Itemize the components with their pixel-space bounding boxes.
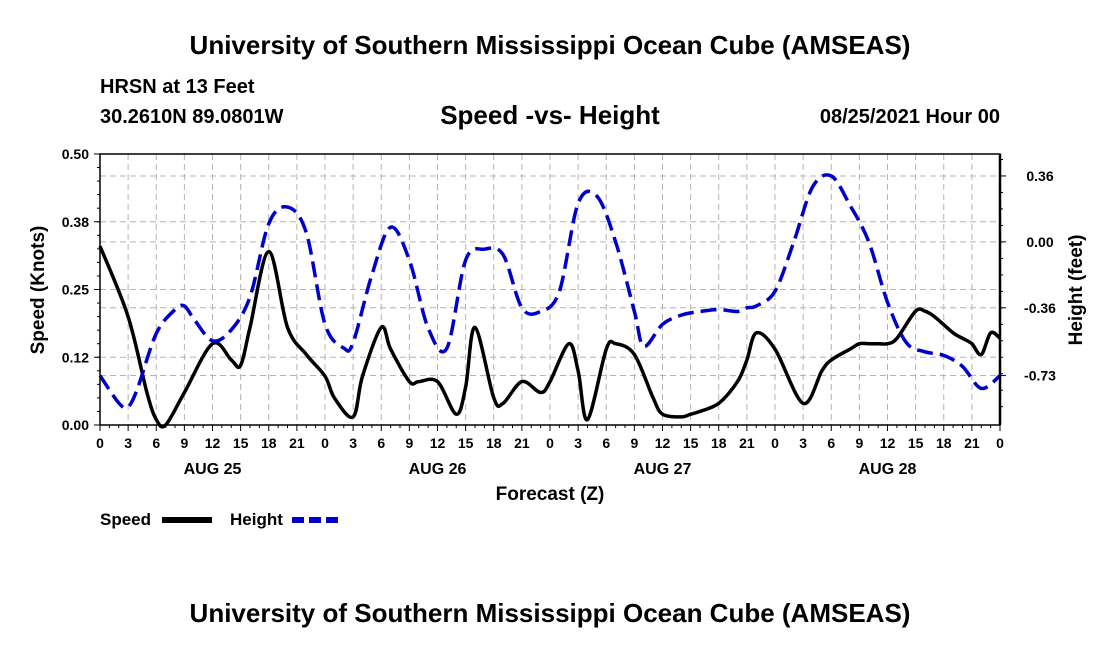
- y-tick-label: 0.25: [62, 282, 89, 298]
- x-tick-label: 3: [799, 435, 807, 451]
- page-title-top: University of Southern Mississippi Ocean…: [189, 30, 911, 60]
- x-tick-label: 15: [908, 435, 924, 451]
- legend-height-label: Height: [230, 510, 283, 529]
- x-tick-label: 9: [405, 435, 413, 451]
- x-tick-label: 12: [430, 435, 446, 451]
- x-tick-label: 0: [546, 435, 554, 451]
- y2-tick-label: -0.36: [1024, 300, 1056, 316]
- y-tick-label: 0.50: [62, 146, 89, 162]
- x-tick-label: 15: [233, 435, 249, 451]
- x-tick-label: 3: [349, 435, 357, 451]
- x-tick-label: 18: [711, 435, 727, 451]
- run-time: 08/25/2021 Hour 00: [819, 106, 1000, 128]
- page-title-bottom: University of Southern Mississippi Ocean…: [189, 598, 911, 628]
- day-label: AUG 27: [634, 461, 692, 478]
- day-label: AUG 26: [409, 461, 467, 478]
- y2-tick-label: 0.00: [1026, 234, 1053, 250]
- height-series-line: [98, 173, 1002, 410]
- chart-title: Speed -vs- Height: [440, 100, 660, 130]
- x-tick-label: 21: [964, 435, 980, 451]
- x-tick-label: 0: [321, 435, 329, 451]
- day-label: AUG 25: [184, 461, 242, 478]
- x-tick-label: 0: [996, 435, 1004, 451]
- x-tick-label: 12: [880, 435, 896, 451]
- x-tick-label: 18: [261, 435, 277, 451]
- x-tick-label: 6: [377, 435, 385, 451]
- station-coordinates: 30.2610N 89.0801W: [100, 106, 284, 128]
- legend-speed-label: Speed: [100, 510, 151, 529]
- x-tick-label: 21: [289, 435, 305, 451]
- y2-axis-label: Height (feet): [1066, 235, 1087, 346]
- y-tick-label: 0.12: [62, 349, 89, 365]
- x-tick-label: 15: [683, 435, 699, 451]
- x-tick-label: 12: [205, 435, 221, 451]
- x-tick-label: 3: [124, 435, 132, 451]
- x-tick-label: 12: [655, 435, 671, 451]
- y-tick-label: 0.00: [62, 417, 89, 433]
- station-name: HRSN at 13 Feet: [100, 76, 255, 98]
- x-tick-label: 15: [458, 435, 474, 451]
- y-tick-label: 0.38: [62, 214, 89, 230]
- legend: Speed Height: [100, 510, 342, 529]
- x-tick-label: 6: [827, 435, 835, 451]
- x-tick-label: 9: [855, 435, 863, 451]
- speed-series-line: [98, 245, 1002, 429]
- axis-ticks: 0 3 6 9 12 15 18 21 0 3 6 9 12 15 18 21 0 3 6 9 12 15 18 21 0 3 6 9…: [62, 146, 1056, 478]
- x-tick-label: 21: [739, 435, 755, 451]
- x-tick-label: 21: [514, 435, 530, 451]
- x-tick-label: 18: [936, 435, 952, 451]
- day-label: AUG 28: [859, 461, 917, 478]
- x-tick-label: 6: [152, 435, 160, 451]
- x-tick-label: 3: [574, 435, 582, 451]
- x-tick-label: 0: [96, 435, 104, 451]
- series-lines: [98, 173, 1002, 429]
- x-tick-label: 9: [630, 435, 638, 451]
- x-tick-label: 6: [602, 435, 610, 451]
- x-tick-label: 18: [486, 435, 502, 451]
- x-tick-label: 0: [771, 435, 779, 451]
- y2-tick-label: -0.73: [1024, 368, 1056, 384]
- x-axis-label: Forecast (Z): [496, 484, 605, 505]
- y2-tick-label: 0.36: [1026, 168, 1053, 184]
- y-axis-label: Speed (Knots): [28, 226, 49, 355]
- x-tick-label: 9: [180, 435, 188, 451]
